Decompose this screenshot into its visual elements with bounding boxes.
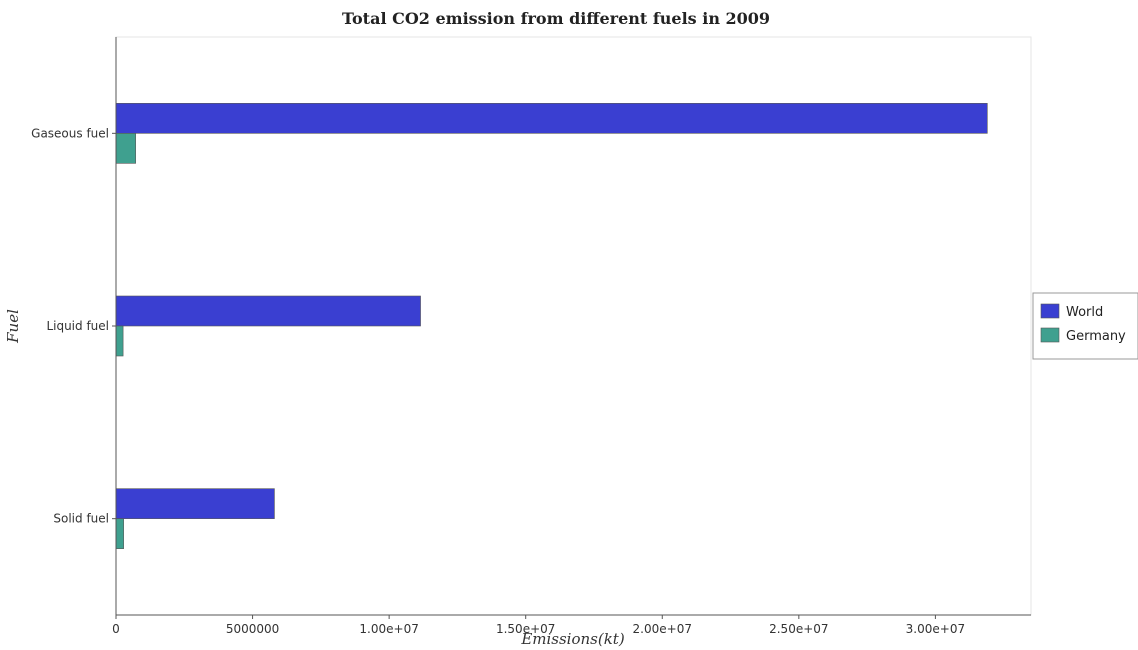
y-tick-labels: Gaseous fuel Liquid fuel Solid fuel [31, 126, 116, 526]
x-axis-label: Emissions(kt) [520, 630, 625, 648]
bar-world-gaseous-fuel [115, 103, 988, 134]
legend-label-world: World [1066, 305, 1103, 320]
legend: World Germany [1032, 292, 1138, 360]
x-tick-label: 3.00e+07 [906, 622, 965, 636]
legend-box [1032, 292, 1138, 360]
x-tick-label: 1.00e+07 [359, 622, 418, 636]
x-tick-label: 5000000 [226, 622, 279, 636]
legend-swatch-germany [1040, 327, 1060, 343]
bar-world-solid-fuel [115, 488, 275, 519]
chart-title: Total CO2 emission from different fuels … [342, 9, 770, 28]
y-axis-label: Fuel [4, 309, 22, 344]
x-tick-label: 1.50e+07 [496, 622, 555, 636]
legend-label-germany: Germany [1066, 329, 1126, 344]
x-tick-label: 0 [112, 622, 120, 636]
y-tick-label: Solid fuel [53, 512, 109, 526]
bar-germany-solid-fuel [115, 518, 124, 549]
bar-germany-liquid-fuel [115, 325, 124, 357]
y-tick-label: Gaseous fuel [31, 126, 109, 140]
legend-swatch-world [1040, 303, 1060, 319]
x-tick-label: 2.50e+07 [769, 622, 828, 636]
y-tick-label: Liquid fuel [46, 319, 109, 333]
x-tick-labels: 0 5000000 1.00e+07 1.50e+07 2.00e+07 2.50e+07… [112, 615, 965, 636]
bars [115, 103, 988, 549]
bar-germany-gaseous-fuel [115, 133, 136, 164]
bar-world-liquid-fuel [115, 295, 421, 327]
x-tick-label: 2.00e+07 [633, 622, 692, 636]
